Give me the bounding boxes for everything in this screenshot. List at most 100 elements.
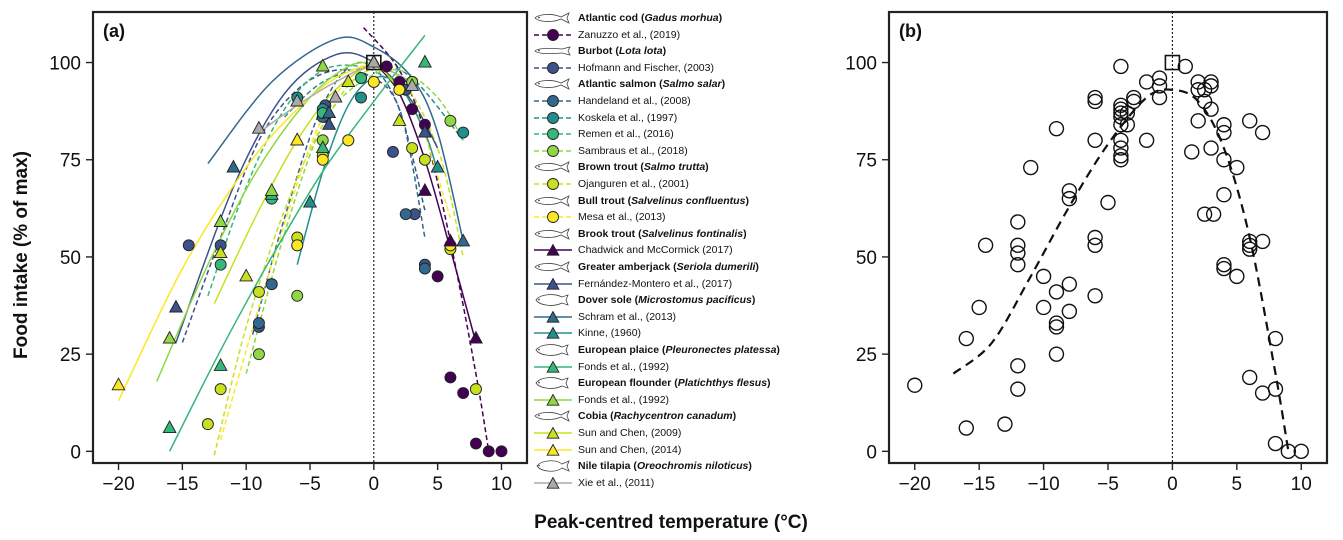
panel-label: (b) (899, 21, 922, 41)
data-point-series-16 (251, 120, 266, 134)
species-close-paren: ) (755, 261, 759, 273)
species-close-paren: ) (721, 78, 726, 91)
data-point (1048, 284, 1065, 300)
cobia-fish-icon-outline (534, 410, 570, 423)
data-point-series-7 (393, 83, 406, 96)
burbot-fish-icon-outline (534, 46, 571, 56)
data-point (958, 420, 974, 436)
legend-swatch (534, 360, 572, 373)
x-tick-label: −20 (102, 474, 134, 495)
legend-marker (546, 326, 560, 340)
data-point (1113, 58, 1129, 75)
legend-series-row: Sun and Chen, (2014) (532, 442, 822, 458)
legend-marker (547, 211, 559, 224)
data-point (1254, 233, 1271, 250)
data-point-series-8 (443, 233, 458, 247)
panel-label: (a) (103, 21, 125, 41)
trout-fish-icon (534, 194, 570, 207)
data-point-series-12 (417, 54, 432, 68)
data-point-series-11 (430, 159, 445, 173)
fish-eye (538, 16, 540, 19)
fit-line-series-7 (219, 61, 452, 440)
legend-mark (532, 93, 574, 114)
species-common-name: European flounder ( (578, 377, 678, 390)
x-tick-label: −10 (230, 474, 262, 495)
y-tick-label: 25 (856, 345, 877, 366)
species-latin-name: Platichthys flesus (677, 377, 768, 390)
x-tick-label: −5 (299, 474, 321, 495)
flatfish-icon (535, 377, 569, 389)
species-common-name: Nile tilapia ( (578, 460, 637, 473)
data-point (1048, 120, 1065, 137)
data-point (1119, 117, 1136, 133)
legend-mark (532, 76, 574, 97)
data-point-series-0 (444, 371, 457, 384)
legend-marker (547, 178, 559, 190)
data-point-series-2 (418, 262, 431, 275)
data-point (1190, 113, 1206, 129)
fish-eye (538, 49, 540, 52)
legend-label: Burbot (Lota lota) (578, 43, 666, 59)
fit-line-series-15 (117, 61, 375, 402)
legend-label: Remen et al., (2016) (578, 128, 674, 141)
legend-species-row: European plaice (Pleuronectes platessa) (532, 342, 822, 358)
data-point-series-0 (495, 445, 508, 458)
data-point (1010, 214, 1026, 230)
data-point-series-13 (162, 330, 177, 344)
legend-marker (547, 111, 559, 124)
legend-mark (532, 309, 574, 330)
species-latin-name: Pleuronectes platessa (665, 344, 777, 356)
x-tick-label: −20 (899, 474, 931, 495)
legend-swatch (534, 277, 572, 290)
data-point (1010, 381, 1026, 397)
data-point (1087, 132, 1103, 149)
species-close-paren: ) (743, 227, 747, 240)
legend-mark (532, 10, 574, 31)
fish-eye (538, 464, 540, 467)
species-common-name: Cobia ( (578, 410, 614, 423)
data-point (1267, 330, 1284, 347)
legend-mark (532, 259, 574, 280)
y-tick-label: 100 (845, 54, 877, 75)
species-latin-name: Lota lota (618, 45, 663, 58)
x-tick-label: 5 (432, 474, 443, 495)
legend-series-row: Schram et al., (2013) (532, 309, 822, 325)
data-point (1087, 93, 1103, 110)
data-point-series-14 (392, 112, 407, 126)
species-close-paren: ) (705, 161, 709, 174)
legend-series-row: Fonds et al., (1992) (532, 359, 822, 375)
fit-line-series-1 (181, 69, 426, 343)
data-point (1061, 190, 1078, 207)
data-point-series-12 (315, 140, 330, 154)
cod-fish-icon (534, 12, 570, 24)
data-point (1293, 443, 1309, 460)
species-latin-name: Rachycentron canadum (613, 410, 733, 423)
legend-marker (546, 426, 560, 439)
species-common-name: European plaice ( (578, 344, 666, 356)
legend-series-row: Hofmann and Fischer, (2003) (532, 60, 822, 76)
data-point (1087, 288, 1103, 304)
legend-series-row: Sambraus et al., (2018) (532, 143, 822, 159)
trout-fish-icon (534, 227, 570, 240)
flatfish-icon-outline (535, 344, 569, 356)
data-point-series-8 (468, 330, 483, 344)
data-point (1151, 70, 1168, 86)
legend-species-row: Cobia (Rachycentron canadum) (532, 408, 822, 424)
legend-series-row: Fernández-Montero et al., (2017) (532, 276, 822, 292)
data-point (1216, 152, 1232, 168)
data-point-series-16 (405, 77, 420, 91)
data-point (1087, 89, 1103, 106)
fit-line-series-8 (373, 62, 477, 343)
species-latin-name: Salmo trutta (643, 161, 706, 174)
legend-swatch (534, 128, 572, 141)
legend-series-row: Zanuzzo et al., (2019) (532, 27, 822, 43)
data-point-series-0 (431, 270, 444, 283)
legend-swatch (534, 95, 572, 107)
data-point (1048, 315, 1065, 331)
fish-eye (538, 265, 540, 268)
y-tick-label: 75 (60, 151, 81, 172)
data-point (1216, 257, 1232, 273)
data-point (1267, 381, 1284, 397)
